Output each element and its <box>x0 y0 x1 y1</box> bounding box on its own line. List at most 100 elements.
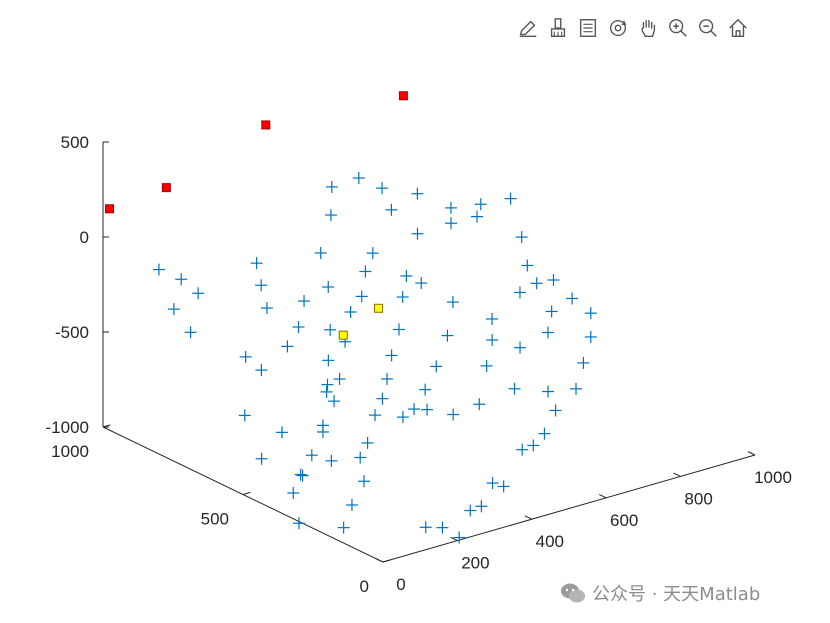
plus-marker <box>324 209 337 222</box>
plus-marker <box>473 398 486 411</box>
axes-3d: 0 200 400 600 800 1000 0 500 1000 -1000 -500 0 500 <box>46 133 792 596</box>
plus-marker <box>239 350 252 363</box>
plus-marker <box>480 359 493 372</box>
y-tick <box>382 559 391 563</box>
rotate-3d-button[interactable] <box>604 14 632 42</box>
plus-marker <box>408 403 421 416</box>
plus-marker <box>545 305 558 318</box>
plus-marker <box>486 477 499 490</box>
plus-marker <box>396 411 409 424</box>
plus-marker <box>325 180 338 193</box>
plus-marker <box>396 291 409 304</box>
plus-marker <box>441 329 454 342</box>
y-tick-label: 0 <box>360 577 369 596</box>
plus-marker <box>475 500 488 513</box>
plus-marker <box>376 392 389 405</box>
x-tick-label: 800 <box>684 489 712 508</box>
plus-marker <box>471 210 483 223</box>
x-tick <box>450 536 458 542</box>
data-marks <box>105 91 597 544</box>
pan-button[interactable] <box>634 14 662 42</box>
plus-marker <box>255 364 268 377</box>
plus-marker <box>513 286 526 299</box>
plus-marker <box>322 354 335 367</box>
yellow-square-marker <box>374 303 384 313</box>
plus-marker <box>527 439 540 452</box>
plus-marker <box>538 427 551 440</box>
plus-marker <box>419 521 432 534</box>
edit-plot-icon <box>519 20 537 37</box>
x-axis-line <box>382 454 756 563</box>
plus-marker <box>292 320 305 333</box>
edit-plot-button[interactable] <box>514 14 542 42</box>
plus-marker <box>447 408 460 421</box>
plus-marker <box>316 425 329 438</box>
plus-marker <box>281 340 294 353</box>
y-tick <box>242 491 251 495</box>
z-tick-label: -1000 <box>46 418 89 437</box>
z-tick-label: -500 <box>55 323 89 342</box>
x-tick <box>375 558 384 563</box>
plus-marker <box>152 263 165 276</box>
plus-marker <box>325 454 338 467</box>
plus-marker <box>276 426 288 439</box>
plus-marker <box>516 443 529 456</box>
plus-marker <box>515 231 528 244</box>
plus-marker <box>344 306 357 318</box>
plus-marker <box>419 383 432 396</box>
x-tick <box>673 472 681 477</box>
plus-marker <box>584 307 597 320</box>
plus-marker <box>549 404 562 417</box>
plus-marker <box>415 277 428 290</box>
x-tick-label: 200 <box>461 554 489 573</box>
watermark: 公众号 · 天天Matlab <box>560 580 760 606</box>
plus-marker <box>337 521 350 534</box>
x-tick <box>747 451 756 456</box>
wechat-icon <box>561 583 585 603</box>
plus-marker <box>376 182 389 195</box>
plus-marker <box>521 259 534 272</box>
zoom-out-button[interactable] <box>694 14 722 42</box>
plus-marker <box>320 385 333 398</box>
plus-marker <box>385 349 398 362</box>
plus-marker <box>446 296 459 309</box>
plus-marker <box>541 326 554 339</box>
plus-marker <box>542 385 555 398</box>
pan-icon <box>641 19 656 37</box>
brush-icon <box>550 18 566 37</box>
plus-marker <box>321 378 334 391</box>
plus-marker <box>314 246 327 259</box>
plus-marker <box>393 323 405 336</box>
brush-button[interactable] <box>544 14 572 42</box>
plus-marker <box>385 203 398 216</box>
plus-marker <box>474 198 487 211</box>
zoom-in-button[interactable] <box>664 14 692 42</box>
data-tips-button[interactable] <box>574 14 602 42</box>
plus-marker <box>296 469 309 482</box>
plus-marker <box>292 517 305 530</box>
plus-marker <box>324 323 337 336</box>
plus-marker <box>328 395 341 408</box>
plus-marker <box>359 265 372 278</box>
home-button[interactable] <box>724 14 752 42</box>
plus-marker <box>352 172 365 184</box>
plus-marker <box>444 201 457 214</box>
plus-marker <box>192 287 205 300</box>
plus-marker <box>355 290 368 303</box>
zoom-out-icon <box>699 19 717 37</box>
plus-marker <box>436 521 449 534</box>
plus-marker <box>464 504 477 517</box>
plus-marker <box>167 303 180 316</box>
plus-marker <box>361 436 374 449</box>
plus-marker <box>577 356 590 369</box>
red-square-marker <box>161 183 171 193</box>
plus-marker <box>345 498 358 511</box>
plus-marker <box>381 372 393 385</box>
plus-marker <box>566 292 579 305</box>
plus-marker <box>354 451 367 464</box>
plus-marker <box>453 531 466 544</box>
red-square-marker <box>261 120 271 130</box>
plus-marker <box>486 333 499 346</box>
plus-marker <box>421 403 434 416</box>
